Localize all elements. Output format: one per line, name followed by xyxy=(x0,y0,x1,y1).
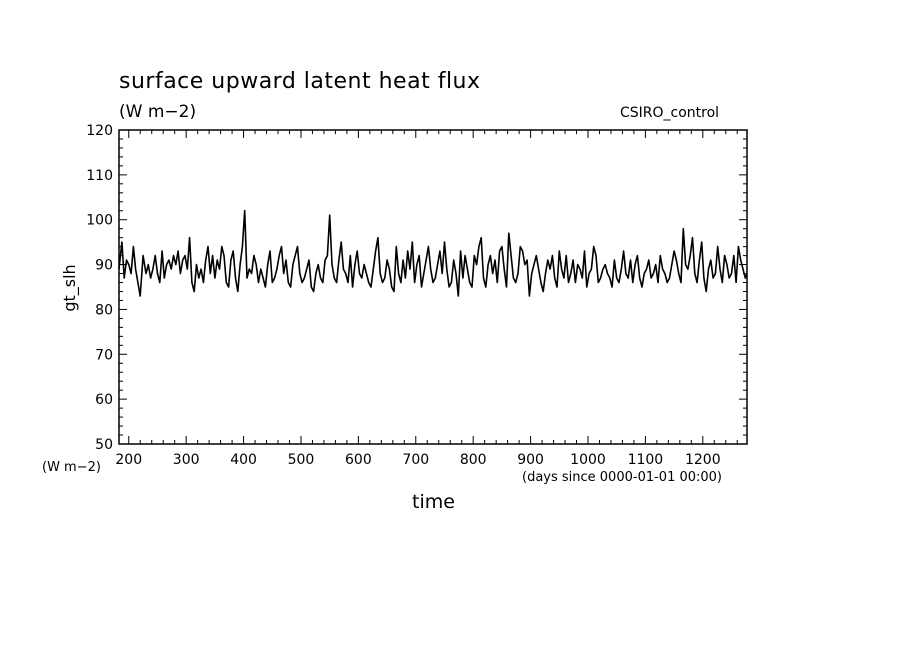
x-tick-label: 1200 xyxy=(685,452,721,468)
x-tick-label: 1100 xyxy=(628,452,664,468)
axis-ticks xyxy=(119,129,747,445)
series-line xyxy=(118,209,748,297)
plot-frame xyxy=(118,129,748,445)
y-tick-label: 60 xyxy=(95,392,113,408)
x-tick-label: 800 xyxy=(460,452,487,468)
run-annotation: CSIRO_control xyxy=(620,105,720,121)
x-tick-label: 600 xyxy=(345,452,372,468)
axis-tick-labels: 200 300 400 500 600 700 800 900 1000 1100 1200 50 60… xyxy=(86,123,720,468)
y-tick-label: 70 xyxy=(95,347,113,363)
y-tick-label: 120 xyxy=(86,123,113,139)
y-tick-label: 110 xyxy=(86,168,113,184)
chart-subtitle: (W m−2) xyxy=(119,102,197,122)
x-tick-label: 1000 xyxy=(570,452,606,468)
x-axis-label: time xyxy=(412,491,455,513)
x-tick-label: 700 xyxy=(402,452,429,468)
x-tick-label: 900 xyxy=(517,452,544,468)
y-tick-label: 80 xyxy=(95,302,113,318)
y-tick-label: 100 xyxy=(86,213,113,229)
chart-title: surface upward latent heat flux xyxy=(119,69,481,94)
x-tick-label: 500 xyxy=(288,452,315,468)
x-unit-label: (days since 0000-01-01 00:00) xyxy=(522,470,723,485)
y-tick-label: 50 xyxy=(95,437,113,453)
y-tick-label: 90 xyxy=(95,258,113,274)
x-tick-label: 400 xyxy=(230,452,257,468)
x-tick-label: 200 xyxy=(115,452,142,468)
x-tick-label: 300 xyxy=(173,452,200,468)
y-unit-label: (W m−2) xyxy=(42,460,101,475)
